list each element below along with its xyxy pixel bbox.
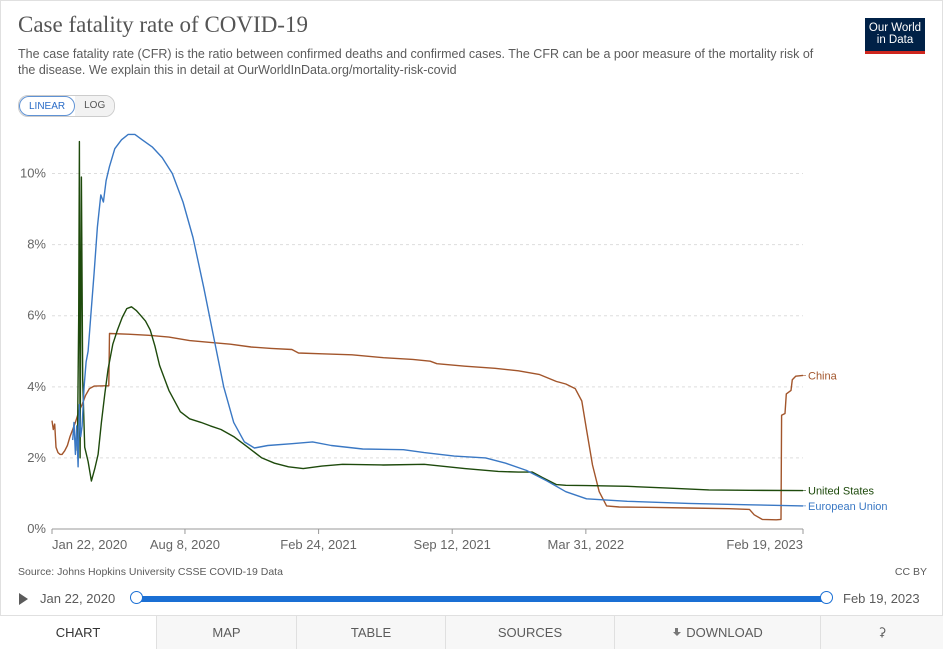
y-tick-label: 0%	[27, 521, 46, 536]
tab-download[interactable]: DOWNLOAD	[614, 616, 820, 649]
line-chart: 0% 2% 4% 6% 8% 10% Jan 22, 2020 Aug 8, 2020 Feb …	[20, 133, 888, 552]
chart-title: Case fatality rate of COVID-19	[18, 12, 308, 37]
timeline-start-handle[interactable]	[130, 591, 143, 604]
share-button[interactable]: ⚳	[820, 616, 943, 649]
log-scale-button[interactable]: LOG	[75, 96, 115, 116]
x-tick-label: Jan 22, 2020	[52, 537, 127, 552]
share-icon: ⚳	[877, 625, 887, 639]
series-line-united-states	[76, 140, 804, 492]
timeline-start-label: Jan 22, 2020	[40, 591, 116, 606]
x-tick-label: Feb 19, 2023	[726, 537, 803, 552]
linear-scale-button[interactable]: LINEAR	[19, 96, 76, 116]
tab-bar: CHART MAP TABLE SOURCES DOWNLOAD ⚳	[0, 615, 943, 650]
tab-chart[interactable]: CHART	[0, 616, 156, 649]
y-tick-label: 2%	[27, 450, 46, 465]
y-tick-label: 6%	[27, 308, 46, 323]
y-tick-label: 8%	[27, 237, 46, 252]
download-icon	[672, 628, 682, 638]
timeline-end-label: Feb 19, 2023	[843, 591, 920, 606]
series-line-china	[51, 332, 804, 521]
play-icon[interactable]	[19, 593, 28, 605]
series-label-united-states: United States	[808, 486, 875, 498]
series-line-european-union	[72, 133, 804, 507]
tab-sources[interactable]: SOURCES	[445, 616, 614, 649]
tab-map[interactable]: MAP	[156, 616, 296, 649]
source-note[interactable]: Source: Johns Hopkins University CSSE CO…	[18, 566, 283, 578]
scale-toggle[interactable]: LINEAR LOG	[18, 95, 116, 117]
x-tick-label: Aug 8, 2020	[150, 537, 220, 552]
tab-table[interactable]: TABLE	[296, 616, 445, 649]
x-tick-label: Sep 12, 2021	[414, 537, 491, 552]
timeline: Jan 22, 2020 Feb 19, 2023	[0, 588, 943, 610]
y-tick-label: 10%	[20, 166, 46, 181]
timeline-track[interactable]	[136, 596, 826, 602]
timeline-end-handle[interactable]	[820, 591, 833, 604]
logo-line2: in Data	[876, 34, 914, 46]
x-tick-label: Feb 24, 2021	[280, 537, 357, 552]
license-link[interactable]: CC BY	[894, 566, 927, 578]
logo-line1: Our World	[868, 22, 922, 34]
x-tick-label: Mar 31, 2022	[548, 537, 625, 552]
chart-subtitle: The case fatality rate (CFR) is the rati…	[18, 47, 814, 77]
owid-logo[interactable]: Our World in Data	[865, 18, 925, 54]
y-tick-label: 4%	[27, 379, 46, 394]
series-label-european-union: European Union	[808, 501, 888, 513]
download-label: DOWNLOAD	[686, 625, 763, 640]
series-label-china: China	[808, 370, 838, 382]
